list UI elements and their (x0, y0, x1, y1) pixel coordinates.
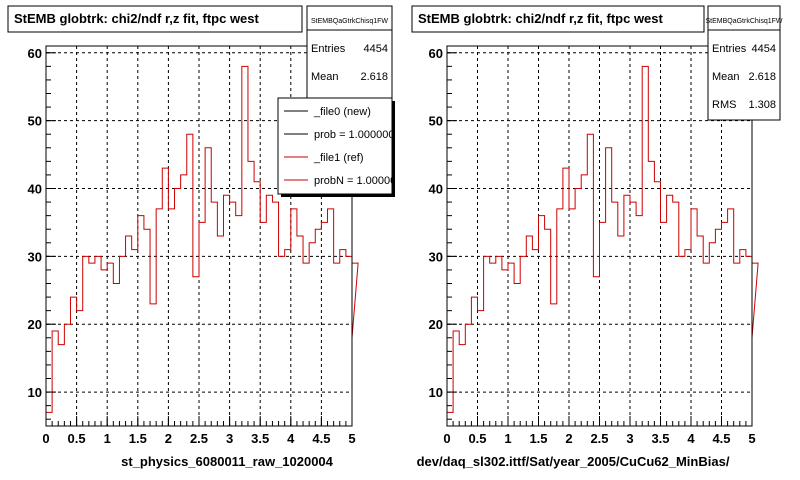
y-tick-label: 40 (429, 182, 443, 197)
x-tick-label: 0 (42, 431, 49, 446)
y-tick-label: 30 (28, 249, 42, 264)
chart-title: StEMB globtrk: chi2/ndf r,z fit, ftpc we… (14, 11, 260, 26)
stats-label: Entries (712, 43, 747, 55)
x-tick-label: 2.5 (190, 431, 208, 446)
y-axis: 10 20 30 40 50 60 (429, 46, 457, 420)
histogram-series (446, 65, 759, 426)
y-tick-label: 10 (429, 385, 443, 400)
x-tick-label: 5 (348, 431, 355, 446)
x-tick-label: 1.5 (129, 431, 147, 446)
x-tick-label: 3 (226, 431, 233, 446)
x-tick-label: 0 (443, 431, 450, 446)
stats-name: StEMBQaGtrkChisq1FW (311, 18, 388, 25)
stats-label: RMS (712, 99, 736, 111)
stats-value: 4454 (364, 43, 388, 55)
x-tick-label: 1.5 (529, 431, 547, 446)
y-tick-label: 30 (429, 249, 443, 264)
x-axis-label: st_physics_6080011_raw_1020004 (121, 454, 334, 469)
x-tick-label: 3.5 (251, 431, 269, 446)
stats-value: 2.618 (360, 71, 388, 83)
legend-frame (277, 97, 393, 195)
y-tick-label: 20 (28, 317, 42, 332)
x-tick-label: 2 (565, 431, 572, 446)
legend-entries: _file0 (new) prob = 1.000000 _file1 (ref) p… (284, 106, 402, 187)
x-tick-label: 1 (104, 431, 111, 446)
histogram-panel-2: 0 0.5 1 1.5 2 2.5 3 3.5 4 4.5 5 10 20 30 40 50 60 StEMB g… (411, 5, 783, 469)
title-box (411, 5, 705, 33)
x-tick-label: 2 (165, 431, 172, 446)
x-tick-label: 4 (287, 431, 295, 446)
stats-value: 4454 (752, 43, 776, 55)
y-tick-label: 20 (429, 317, 443, 332)
y-tick-label: 50 (429, 114, 443, 129)
title-box (7, 5, 303, 33)
x-axis-label: dev/daq_sl302.ittf/Sat/year_2005/CuCu62_… (417, 454, 730, 469)
stats-label: Mean (712, 71, 740, 83)
x-tick-label: 5 (748, 431, 755, 446)
y-tick-label: 50 (28, 114, 42, 129)
x-axis: 0 0.5 1 1.5 2 2.5 3 3.5 4 4.5 5 (42, 416, 356, 446)
x-tick-label: 1 (504, 431, 511, 446)
x-tick-label: 4.5 (312, 431, 330, 446)
stats-label: Mean (311, 71, 339, 83)
x-axis: 0 0.5 1 1.5 2 2.5 3 3.5 4 4.5 5 (443, 416, 756, 446)
x-tick-label: 0.5 (468, 431, 486, 446)
y-axis: 10 20 30 40 50 60 (28, 46, 56, 420)
x-tick-label: 3 (626, 431, 633, 446)
histogram-steps (446, 65, 759, 426)
histogram-series (45, 65, 359, 426)
stats-name: StEMBQaGtrkChisq1FW (705, 18, 782, 25)
stats-box-frame (707, 5, 781, 121)
legend-label: probN = 1.000000 (314, 175, 402, 187)
histogram-steps (45, 65, 359, 426)
legend: _file0 (new) prob = 1.000000 _file1 (ref) p… (277, 97, 402, 197)
histogram-panel-1: 0 0.5 1 1.5 2 2.5 3 3.5 4 4.5 5 10 20 30 40 50 60 StEMB g… (7, 5, 402, 469)
y-tick-label: 40 (28, 182, 42, 197)
y-tick-label: 10 (28, 385, 42, 400)
stats-value: 1.308 (748, 99, 776, 111)
chart-title: StEMB globtrk: chi2/ndf r,z fit, ftpc we… (418, 11, 664, 26)
x-tick-label: 4.5 (712, 431, 730, 446)
x-tick-label: 3.5 (651, 431, 669, 446)
x-tick-label: 4 (687, 431, 695, 446)
stats-label: Entries (311, 43, 346, 55)
x-tick-label: 2.5 (590, 431, 608, 446)
legend-label: _file1 (ref) (313, 152, 364, 164)
x-tick-label: 0.5 (68, 431, 86, 446)
legend-label: prob = 1.000000 (314, 129, 394, 141)
stats-value: 2.618 (748, 71, 776, 83)
legend-label: _file0 (new) (313, 106, 371, 118)
y-tick-label: 60 (28, 46, 42, 61)
y-tick-label: 60 (429, 46, 443, 61)
stats-box: StEMBQaGtrkChisq1FW Entries 4454 Mean 2.618 R… (705, 5, 783, 121)
